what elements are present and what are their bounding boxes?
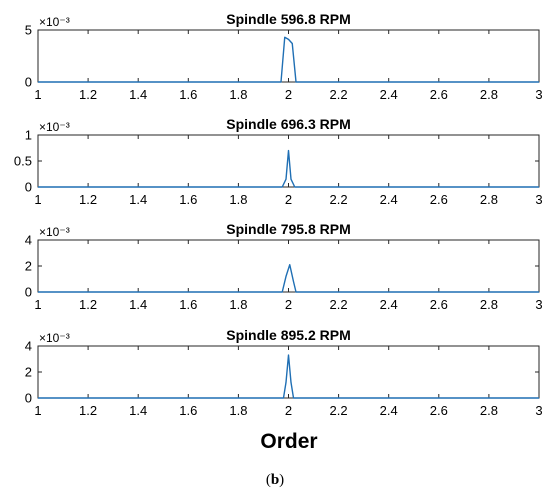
x-tick-label: 3 <box>535 192 542 207</box>
axes-box <box>37 29 540 83</box>
subplot-4: Spindle 895.2 RPM 1 1.2 1.4 1.6 1.8 2 2.2 2.4 2.6… <box>25 327 543 418</box>
x-tick-label: 2.6 <box>430 87 448 102</box>
axes-box <box>37 134 540 188</box>
x-tick-label: 2 <box>285 403 292 418</box>
x-tick-label: 2.4 <box>380 297 398 312</box>
x-tick-label: 1.6 <box>179 87 197 102</box>
caption-letter: b <box>271 472 279 488</box>
x-tick-label: 2.4 <box>380 87 398 102</box>
x-tick-label: 3 <box>535 87 542 102</box>
subplot-3: Spindle 795.8 RPM 1 1.2 1.4 1.6 1.8 2 2.2 2.4 2.6… <box>25 221 543 312</box>
x-tick-label: 1.4 <box>129 87 147 102</box>
caption-close: ) <box>279 472 284 488</box>
x-tick-label: 2 <box>285 192 292 207</box>
x-tick-label: 1.6 <box>179 192 197 207</box>
x-tick-label: 1.4 <box>129 192 147 207</box>
subplot-1: Spindle 596.8 RPM 1 1.2 1.4 1.6 1.8 2 2.2 2.4 2.6… <box>25 11 543 102</box>
subplot-title: Spindle 596.8 RPM <box>226 11 350 27</box>
y-tick-label: 4 <box>25 339 32 354</box>
x-tick-label: 1 <box>34 87 41 102</box>
y-scale-multiplier: ×10⁻³ <box>39 120 70 134</box>
x-tick-label: 2.2 <box>330 192 348 207</box>
y-tick-label: 0 <box>25 391 32 406</box>
x-tick-label: 1.6 <box>179 297 197 312</box>
x-tick-label: 1.8 <box>229 403 247 418</box>
x-tick-label: 2.4 <box>380 403 398 418</box>
x-tick-label: 1.2 <box>79 87 97 102</box>
x-tick-label: 1 <box>34 192 41 207</box>
x-tick-label: 2 <box>285 87 292 102</box>
y-scale-multiplier: ×10⁻³ <box>39 225 70 239</box>
subplots: Spindle 596.8 RPM 1 1.2 1.4 1.6 1.8 2 2.2 2.4 2.6… <box>14 11 543 418</box>
series-line <box>38 149 539 188</box>
x-tick-label: 2.6 <box>430 403 448 418</box>
axes-box <box>37 345 540 399</box>
y-tick-label: 0 <box>25 180 32 195</box>
axes-box <box>37 239 540 293</box>
x-tick-label: 1.4 <box>129 403 147 418</box>
y-tick-label: 0.5 <box>14 154 32 169</box>
x-tick-label: 1.8 <box>229 192 247 207</box>
x-tick-label: 1.8 <box>229 297 247 312</box>
x-tick-label: 1.6 <box>179 403 197 418</box>
y-tick-label: 2 <box>25 259 32 274</box>
x-tick-label: 2.2 <box>330 403 348 418</box>
figure-caption: (b) <box>266 472 284 488</box>
x-tick-label: 2 <box>285 297 292 312</box>
x-tick-label: 1 <box>34 403 41 418</box>
y-tick-label: 5 <box>25 23 32 38</box>
x-tick-label: 3 <box>535 403 542 418</box>
x-tick-label: 1 <box>34 297 41 312</box>
x-tick-label: 1.2 <box>79 297 97 312</box>
x-tick-label: 1.2 <box>79 192 97 207</box>
y-tick-label: 2 <box>25 365 32 380</box>
subplot-title: Spindle 696.3 RPM <box>226 116 350 132</box>
series-line <box>38 354 539 399</box>
x-tick-label: 2.8 <box>480 403 498 418</box>
x-tick-label: 2.8 <box>480 297 498 312</box>
x-tick-label: 2.6 <box>430 297 448 312</box>
series-line <box>38 36 539 83</box>
x-tick-label: 2.8 <box>480 87 498 102</box>
x-axis-label: Order <box>260 430 317 453</box>
subplot-title: Spindle 895.2 RPM <box>226 327 350 343</box>
x-tick-label: 1.4 <box>129 297 147 312</box>
x-tick-label: 2.6 <box>430 192 448 207</box>
y-tick-label: 0 <box>25 285 32 300</box>
x-tick-label: 3 <box>535 297 542 312</box>
y-tick-label: 4 <box>25 233 32 248</box>
subplot-2: Spindle 696.3 RPM 1 1.2 1.4 1.6 1.8 2 2.2 2.4 2.6… <box>14 116 543 207</box>
y-scale-multiplier: ×10⁻³ <box>39 15 70 29</box>
series-line <box>38 264 539 293</box>
y-scale-multiplier: ×10⁻³ <box>39 331 70 345</box>
x-tick-label: 2.2 <box>330 297 348 312</box>
x-tick-label: 2.8 <box>480 192 498 207</box>
x-tick-label: 2.2 <box>330 87 348 102</box>
x-tick-label: 2.4 <box>380 192 398 207</box>
y-tick-label: 1 <box>25 128 32 143</box>
x-tick-label: 1.8 <box>229 87 247 102</box>
x-tick-label: 1.2 <box>79 403 97 418</box>
subplot-title: Spindle 795.8 RPM <box>226 221 350 237</box>
caption-open: ( <box>266 472 271 488</box>
y-tick-label: 0 <box>25 75 32 90</box>
